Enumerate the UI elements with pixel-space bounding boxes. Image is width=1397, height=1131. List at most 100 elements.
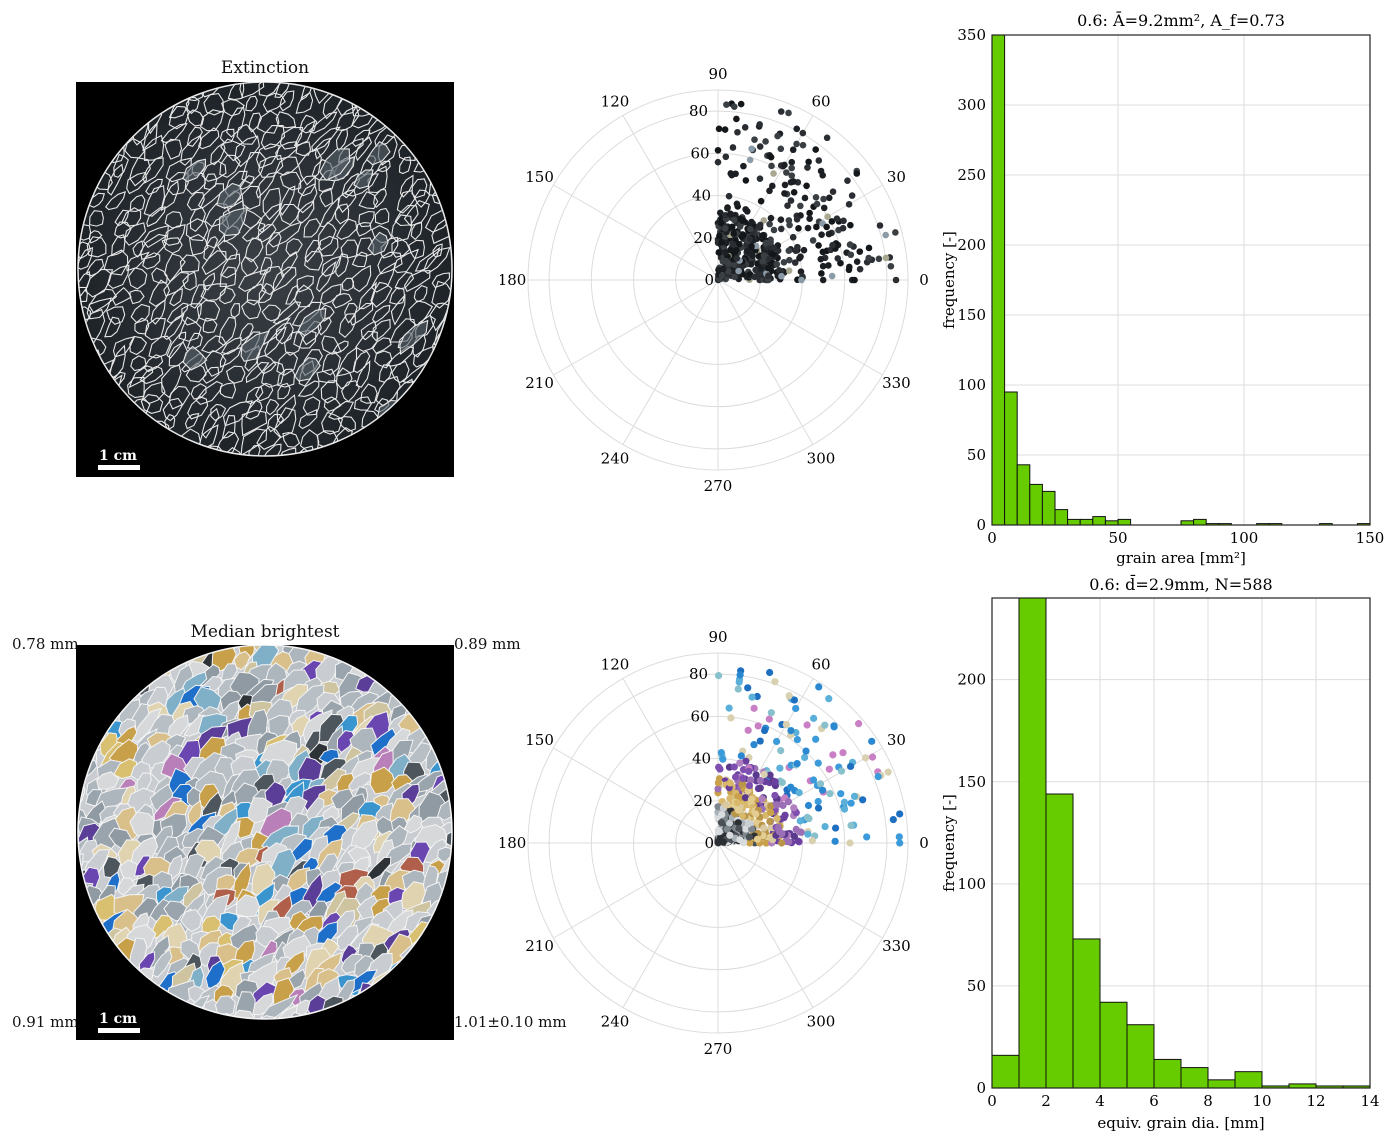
y-tick-label: 200 [957, 236, 986, 254]
polar-point [813, 224, 820, 231]
polar-point [791, 833, 798, 840]
polar-point [868, 738, 875, 745]
polar-point [815, 760, 822, 767]
polar-point [840, 218, 847, 225]
polar-point [792, 705, 799, 712]
polar-point [718, 811, 725, 818]
polar-point [829, 273, 836, 280]
polar-point [767, 809, 774, 816]
polar-point [745, 820, 752, 827]
polar-point [719, 756, 726, 763]
polar-point [722, 225, 729, 232]
polar-point [890, 816, 897, 823]
polar-plot-extinction: 0306090120150180210240270300330020406080 [500, 60, 940, 500]
polar-point [826, 231, 833, 238]
polar-point [748, 145, 755, 152]
polar-point [846, 201, 853, 208]
polar-point [844, 177, 851, 184]
angle-label: 330 [882, 374, 911, 392]
polar-point [812, 736, 819, 743]
polar-point [794, 760, 801, 767]
polar-point [862, 754, 869, 761]
angle-label: 330 [882, 937, 911, 955]
corner-bottom-left: 0.91 mm [12, 1013, 79, 1031]
polar-point [793, 141, 800, 148]
polar-point [776, 765, 783, 772]
polar-point [856, 248, 863, 255]
polar-point [768, 163, 775, 170]
polar-point [829, 751, 836, 758]
polar-point [821, 823, 828, 830]
histogram-bar [1030, 484, 1043, 525]
polar-point [826, 195, 833, 202]
polar-point [734, 255, 741, 262]
polar-point [750, 741, 757, 748]
scale-bar [98, 465, 140, 470]
polar-point [896, 833, 903, 840]
y-tick-label: 50 [967, 977, 986, 995]
polar-point [730, 241, 737, 248]
angle-label: 90 [708, 65, 727, 83]
polar-point [767, 802, 774, 809]
histogram-bar [1068, 519, 1081, 525]
polar-point [800, 130, 807, 137]
polar-point [771, 227, 778, 234]
polar-point [805, 159, 812, 166]
polar-point [715, 839, 722, 846]
polar-point [740, 163, 747, 170]
histogram-bar [1181, 521, 1194, 525]
angle-label: 90 [708, 628, 727, 646]
polar-point [751, 273, 758, 280]
polar-point [786, 267, 793, 274]
angle-label: 120 [601, 93, 630, 111]
histogram-bar [1100, 1002, 1127, 1088]
polar-point [765, 272, 772, 279]
polar-point [817, 780, 824, 787]
histogram-grain-diameter: 0.6: d̄=2.9mm, N=588 equiv. grain dia. [… [930, 568, 1397, 1131]
polar-point [859, 796, 866, 803]
polar-point [814, 201, 821, 208]
x-axis-label: grain area [mm²] [1116, 549, 1246, 567]
polar-point [821, 722, 828, 729]
polar-point [773, 815, 780, 822]
polar-point [774, 133, 781, 140]
polar-point [773, 261, 780, 268]
x-tick-label: 50 [1108, 529, 1127, 547]
polar-point [830, 722, 837, 729]
histogram-bar [1073, 939, 1100, 1088]
x-tick-label: 14 [1360, 1092, 1379, 1110]
polar-point [813, 194, 820, 201]
polar-point [795, 789, 802, 796]
polar-point [830, 188, 837, 195]
median-title: Median brightest [75, 622, 455, 642]
polar-point [800, 142, 807, 149]
polar-point [782, 182, 789, 189]
polar-point [838, 768, 845, 775]
polar-point [744, 684, 751, 691]
polar-point [723, 101, 730, 108]
polar-point [742, 124, 749, 131]
polar-point [738, 233, 745, 240]
angle-label: 240 [601, 449, 630, 467]
polar-point [731, 216, 738, 223]
polar-point [876, 256, 883, 263]
polar-point [731, 103, 738, 110]
histogram-bar [1019, 598, 1046, 1088]
polar-point [716, 233, 723, 240]
polar-point [786, 247, 793, 254]
polar-point [837, 790, 844, 797]
x-tick-label: 6 [1149, 1092, 1159, 1110]
polar-point [847, 241, 854, 248]
polar-point [752, 267, 759, 274]
polar-point [839, 749, 846, 756]
polar-point [752, 810, 759, 817]
polar-point [815, 804, 822, 811]
polar-point [810, 237, 817, 244]
polar-point [726, 193, 733, 200]
polar-point [737, 671, 744, 678]
polar-point [734, 200, 741, 207]
polar-point [821, 205, 828, 212]
polar-point [841, 799, 848, 806]
polar-point [826, 766, 833, 773]
polar-point [787, 727, 794, 734]
